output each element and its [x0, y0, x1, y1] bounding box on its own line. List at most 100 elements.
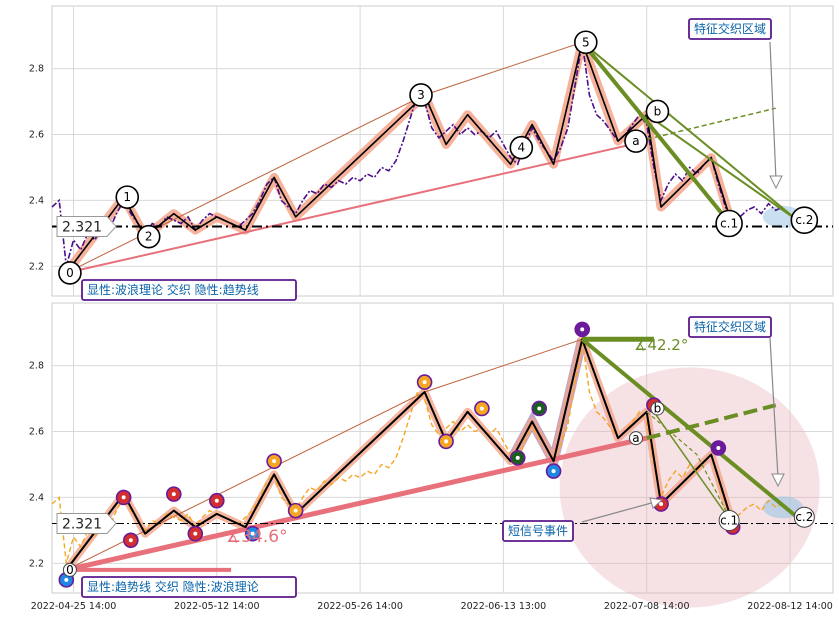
- wave-marker: [62, 562, 77, 577]
- bottom-price-label-badge: [56, 512, 117, 534]
- signal-marker-dot: [272, 459, 277, 464]
- event-label: 短信号事件: [508, 524, 568, 538]
- zone-arrow: [769, 337, 779, 479]
- event-label-box: [502, 520, 574, 542]
- signal-marker-dot: [716, 446, 721, 450]
- x-tick-label: 2022-05-12 14:00: [174, 601, 260, 612]
- wave-marker: [509, 135, 534, 160]
- bottom-panel: 2.2 2.4 2.6 2.8 0 b a c.1 c.2 ∡34.6° ∡42.2° 2.321 特…: [29, 302, 834, 608]
- bottom-chart-layer: 0 b a c.1 c.2 ∡34.6° ∡42.2° 2.321 特征交织区域短信号事件显性:…: [51, 316, 833, 608]
- x-tick-label: 2022-06-13 13:00: [461, 601, 547, 612]
- signal-marker-dot: [551, 469, 556, 474]
- wave-marker: [790, 206, 819, 235]
- bottom-y-tick-labels: 2.2 2.4 2.6 2.8: [29, 361, 44, 570]
- y-tick-label: 2.4: [29, 492, 44, 503]
- top-legend: 显性:波浪理论 交织 隐性:趋势线: [87, 282, 259, 297]
- olive-dotted-line: [646, 411, 734, 525]
- y-tick-label: 2.2: [29, 558, 44, 569]
- bottom-zone-label-box: [688, 316, 772, 338]
- bottom-legend: 显性:趋势线 交织 隐性:波浪理论: [87, 579, 259, 594]
- y-tick-label: 2.4: [29, 195, 44, 206]
- event-arrow-head: [649, 497, 664, 509]
- zone-arrow: [769, 41, 777, 181]
- wave-marker: [58, 261, 82, 285]
- x-tick-labels: 2022-04-25 14:00 2022-05-12 14:00 2022-05-…: [31, 601, 833, 612]
- x-tick-label: 2022-05-26 14:00: [317, 601, 403, 612]
- signal-marker-dot: [214, 498, 219, 503]
- zone-arrow-head: [769, 175, 783, 190]
- y-tick-label: 2.8: [29, 361, 44, 372]
- wave-label: 0: [66, 563, 74, 577]
- y-tick-label: 2.8: [29, 64, 44, 75]
- top-zone-label-box: [688, 18, 772, 40]
- wave-label: 4: [517, 141, 525, 155]
- signal-marker-dot: [64, 577, 69, 582]
- wave-marker: [574, 30, 598, 55]
- event-arrow: [581, 501, 656, 523]
- wave-label: c.1: [720, 217, 738, 231]
- y-tick-label: 2.6: [29, 130, 44, 141]
- signal-marker-dot: [444, 439, 449, 444]
- wave-label: c.1: [720, 514, 738, 528]
- x-tick-label: 2022-07-08 14:00: [604, 601, 690, 612]
- zone-arrow-head: [771, 473, 785, 488]
- signal-marker-dot: [580, 327, 585, 332]
- signal-marker-dot: [171, 492, 176, 497]
- signal-marker-dot: [479, 406, 484, 411]
- y-tick-label: 2.6: [29, 427, 44, 438]
- signal-marker-dot: [193, 531, 198, 536]
- trend-line: [66, 140, 647, 274]
- signal-marker-dot: [250, 531, 255, 536]
- olive-line: [580, 41, 735, 229]
- olive-thin-line: [653, 411, 734, 525]
- wave-marker: [115, 185, 140, 209]
- signal-zone: [559, 367, 820, 608]
- wave-label: 0: [66, 266, 74, 280]
- wave-label: 1: [123, 190, 131, 204]
- top-price-label: 2.321: [62, 219, 102, 235]
- signal-marker-dot: [422, 380, 427, 385]
- signal-marker-dot: [659, 502, 664, 507]
- wave-label: c.2: [795, 510, 813, 524]
- wave-marker: [136, 224, 161, 249]
- top-plot-area: [51, 5, 834, 297]
- wave-marker: [793, 506, 815, 528]
- signal-marker-dot: [515, 455, 520, 460]
- wave-marker: [715, 209, 743, 238]
- top-zone-label: 特征交织区域: [694, 21, 766, 36]
- bottom-price-label: 2.321: [62, 516, 102, 532]
- x-tick-label: 2022-08-12 14:00: [747, 601, 833, 612]
- wave-line: [65, 41, 734, 274]
- wave-label: a: [632, 431, 639, 445]
- wave-marker: [409, 83, 433, 107]
- wave-label: 5: [582, 35, 590, 49]
- olive-line: [581, 41, 798, 221]
- top-panel: 2.2 2.4 2.6 2.8 0 1 2 3 4 5 a b c.1 c.2 2.321 特征交织区域显性…: [29, 5, 834, 301]
- wave-marker: [645, 99, 670, 124]
- wave-label: 3: [417, 88, 425, 102]
- signal-marker-dot: [128, 538, 133, 543]
- olive-dashed-line: [639, 107, 776, 142]
- wave-label: b: [654, 104, 662, 118]
- top-legend-box: [81, 279, 297, 301]
- signal-marker-dot: [121, 495, 126, 500]
- bottom-legend-box: [81, 576, 297, 598]
- wave-marker: [628, 431, 643, 446]
- bottom-zone-label: 特征交织区域: [694, 319, 766, 334]
- wave-marker: [718, 510, 740, 531]
- price-series: [51, 339, 784, 564]
- wave-label: b: [654, 401, 662, 415]
- y-tick-label: 2.2: [29, 261, 44, 272]
- x-tick-label: 2022-04-25 14:00: [31, 601, 117, 612]
- top-y-tick-labels: 2.2 2.4 2.6 2.8: [29, 64, 44, 273]
- trend-line: [65, 435, 648, 573]
- top-price-label-badge: [56, 215, 117, 237]
- wave-label: 2: [145, 230, 153, 244]
- wave-marker: [650, 401, 665, 416]
- olive-line: [646, 113, 798, 222]
- angle-down-label: ∡42.2°: [634, 336, 688, 354]
- wave-label: a: [632, 134, 639, 148]
- wave-label: c.2: [795, 213, 813, 227]
